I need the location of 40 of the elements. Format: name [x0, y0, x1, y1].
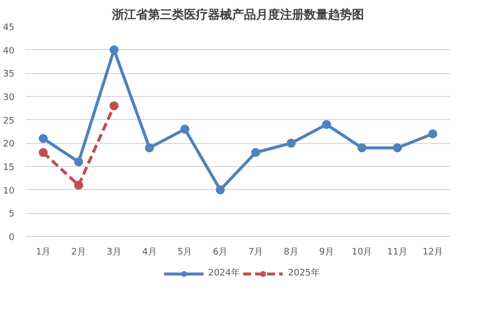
x-tick-label: 4月	[142, 248, 157, 258]
point	[322, 120, 332, 129]
point	[180, 124, 190, 134]
x-tick-label: 6月	[212, 248, 228, 258]
x-tick-label: 7月	[248, 248, 264, 258]
legend-label: 2025年	[288, 267, 320, 280]
x-tick-label: 1月	[36, 248, 51, 258]
point	[216, 185, 225, 194]
y-tick-label: 5	[8, 210, 15, 220]
x-tick-label: 11月	[387, 248, 408, 258]
x-tick-label: 5月	[178, 248, 192, 258]
point	[74, 180, 84, 190]
y-tick-label: 30	[3, 93, 15, 103]
x-tick-label: 12月	[422, 248, 444, 258]
point	[38, 148, 48, 157]
point	[251, 148, 260, 157]
chart-title: 浙江省第三类医疗器械产品月度注册数量趋势图	[111, 8, 364, 22]
point	[74, 157, 84, 166]
x-tick-label: 9月	[319, 248, 334, 258]
x-tick-label: 8月	[284, 248, 298, 258]
y-tick-label: 15	[3, 163, 14, 173]
x-tick-label: 10月	[352, 248, 372, 258]
point	[38, 134, 48, 143]
y-tick-label: 0	[8, 233, 15, 243]
point	[286, 138, 296, 148]
y-tick-label: 40	[3, 46, 15, 56]
y-tick-label: 25	[3, 116, 14, 126]
point	[110, 101, 119, 110]
point	[110, 45, 119, 54]
point	[144, 143, 154, 152]
x-tick-label: 3月	[106, 248, 122, 258]
point	[428, 129, 438, 138]
y-tick-label: 20	[3, 140, 15, 150]
y-tick-label: 45	[3, 23, 14, 33]
point	[357, 143, 366, 152]
y-tick-label: 35	[3, 70, 14, 80]
x-tick-label: 2月	[71, 248, 86, 258]
point	[392, 143, 402, 152]
legend-label: 2024年	[208, 267, 240, 280]
y-tick-label: 10	[3, 186, 15, 196]
